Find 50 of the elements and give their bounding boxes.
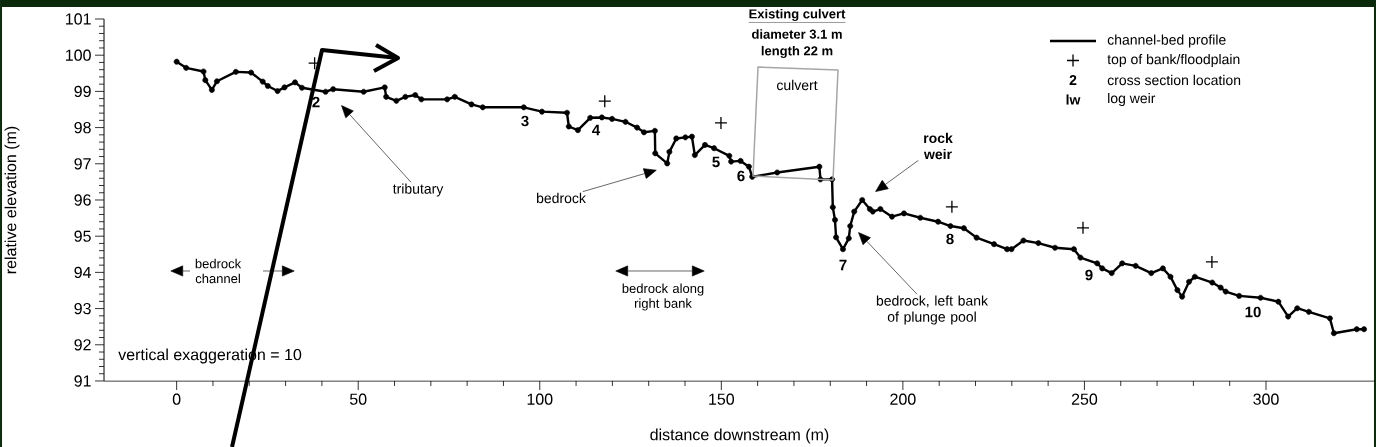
annotation: 3: [521, 115, 529, 127]
x-tick-label: 50: [349, 393, 367, 405]
y-tick-label: 97: [74, 158, 91, 170]
annotation: bedrock, left bank of plunge pool: [876, 295, 989, 325]
x-tick-label: 250: [1071, 393, 1098, 405]
annotation: 4: [592, 124, 601, 136]
annotation: 6: [737, 170, 745, 182]
annotation: 8: [946, 233, 954, 245]
annotation: culvert: [776, 79, 818, 91]
x-axis-title: distance downstream (m): [650, 428, 829, 444]
annotation: tributary: [392, 183, 444, 197]
y-tick-label: 99: [74, 85, 91, 98]
point: [945, 200, 959, 214]
annotation: rock weir: [923, 132, 953, 160]
y-tick-label: 101: [66, 13, 91, 25]
point: [1076, 221, 1090, 235]
y-tick-label: 95: [74, 230, 91, 242]
annotation: 2: [312, 96, 320, 108]
legend-label: channel-bed profile: [1107, 34, 1226, 48]
x-tick-label: 0: [172, 393, 181, 405]
annotation: 5: [712, 156, 720, 168]
annotation: bedrock channel: [195, 258, 242, 284]
x-tick-label: 200: [890, 393, 916, 405]
point: [598, 94, 612, 108]
annotation: bedrock along right bank: [622, 283, 704, 311]
x-tick-label: 100: [527, 393, 553, 405]
x-tick-label: 300: [1253, 393, 1279, 405]
y-tick-label: 100: [66, 49, 91, 61]
annotation: 7: [839, 259, 847, 271]
y-tick-label: 98: [74, 121, 91, 134]
annotation: cross section location: [1107, 74, 1241, 86]
annotation: bedrock: [537, 192, 586, 204]
legend-label: top of bank/floodplain: [1107, 53, 1240, 68]
y-tick-label: 91: [74, 375, 91, 387]
annotation: log weir: [1108, 92, 1156, 107]
annotation: Existing culvert: [749, 8, 846, 22]
point: [714, 116, 728, 130]
annotation: lw: [1066, 94, 1081, 105]
annotation: 2: [1069, 75, 1077, 85]
x-tick-label: 150: [709, 393, 735, 405]
y-tick-label: 92: [74, 339, 91, 351]
annotation: diameter 3.1 m: [752, 29, 842, 39]
annotation: 9: [1085, 269, 1093, 281]
y-axis-title: relative elevation (m): [4, 126, 20, 274]
y-tick-label: 96: [74, 194, 91, 206]
point: [1205, 255, 1219, 269]
y-tick-label: 93: [74, 302, 91, 315]
y-tick-label: 94: [74, 266, 92, 279]
annotation: length 22 m: [761, 45, 833, 59]
annotation: 10: [1245, 306, 1261, 318]
